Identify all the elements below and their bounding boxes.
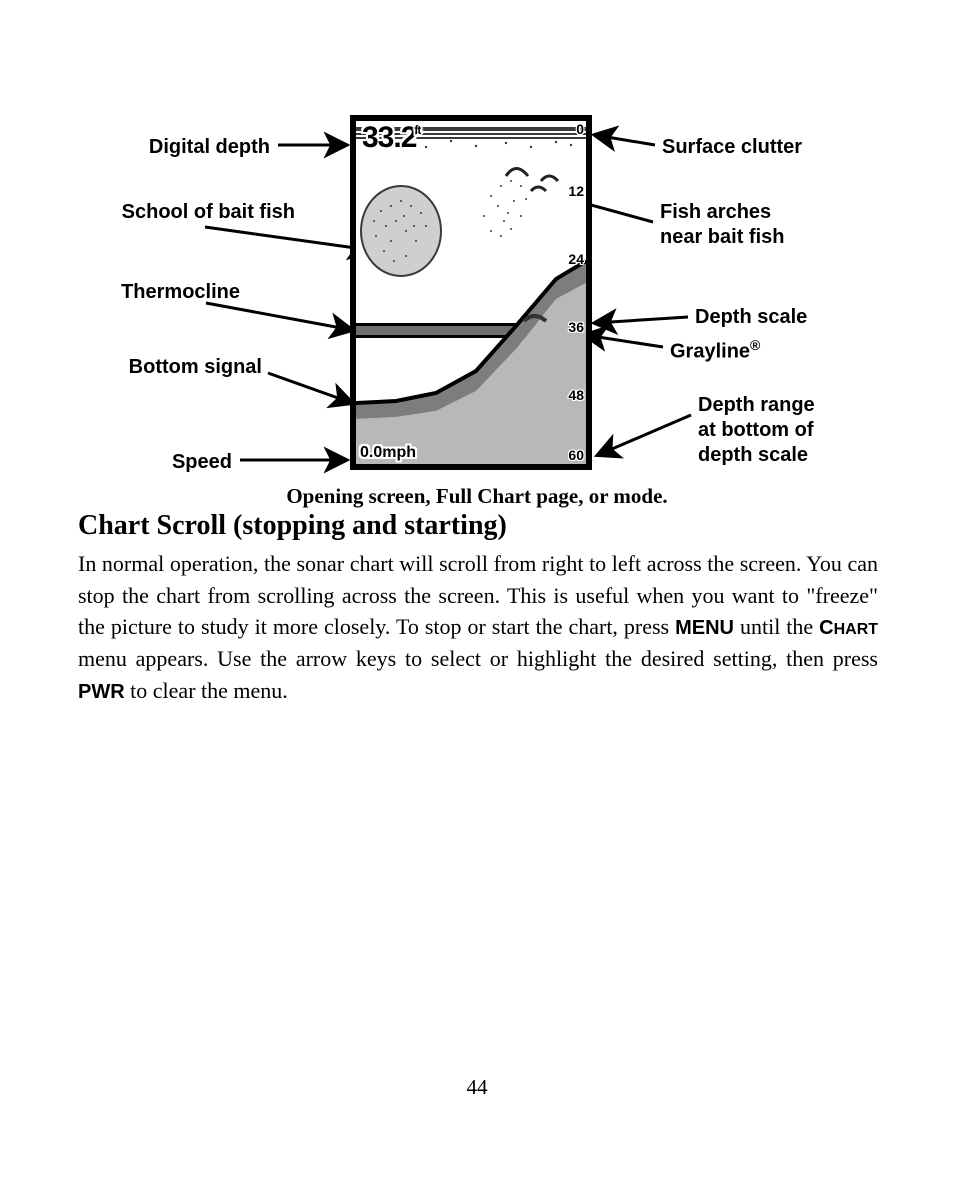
section-heading: Chart Scroll (stopping and starting) — [78, 510, 507, 542]
depth-scale-tick: 48 — [568, 387, 584, 403]
page: Digital depth School of bait fish Thermocl… — [0, 0, 954, 1199]
depth-scale-tick: 36 — [568, 319, 584, 335]
thermocline-label: Thermocline — [121, 280, 240, 305]
figure-caption: Opening screen, Full Chart page, or mode… — [0, 484, 954, 509]
depth-unit: ft — [414, 123, 420, 137]
page-number: 44 — [0, 1075, 954, 1100]
surface-clutter-label: Surface clutter — [662, 135, 802, 160]
depth-scale-label: Depth scale — [695, 305, 807, 330]
body-post: to clear the menu. — [130, 678, 288, 703]
digital-depth-readout: 33.2ft — [362, 121, 422, 155]
depth-scale-tick: 12 — [568, 183, 584, 199]
depth-scale-tick: 0 — [576, 121, 584, 137]
speed-label: Speed — [172, 450, 232, 475]
digital-depth-label: Digital depth — [149, 135, 270, 160]
menu-key: MENU — [675, 617, 734, 639]
school-of-bait-fish-label: School of bait fish — [122, 200, 295, 225]
grayline-label: Grayline® — [670, 337, 760, 365]
sonar-chart-svg — [356, 121, 586, 464]
depth-range-label: Depth rangeat bottom ofdepth scale — [698, 393, 815, 468]
registered-mark: ® — [750, 337, 760, 353]
chart-key: CHART — [819, 614, 878, 639]
depth-scale-tick: 60 — [568, 447, 584, 463]
depth-scale-tick: 24 — [568, 251, 584, 267]
depth-value: 33.2 — [362, 121, 416, 154]
fish-arches-label: Fish archesnear bait fish — [660, 200, 784, 250]
speed-readout: 0.0mph — [360, 444, 416, 462]
body-mid1: until the — [740, 614, 819, 639]
sonar-screen: 33.2ft 0.0mph 0 12 24 36 48 60 — [350, 115, 592, 470]
sonar-diagram: Digital depth School of bait fish Thermocl… — [0, 115, 954, 475]
bottom-signal-label: Bottom signal — [129, 355, 262, 380]
body-mid2: menu appears. Use the arrow keys to sele… — [78, 646, 878, 671]
body-paragraph: In normal operation, the sonar chart wil… — [78, 548, 878, 707]
pwr-key: PWR — [78, 681, 125, 703]
